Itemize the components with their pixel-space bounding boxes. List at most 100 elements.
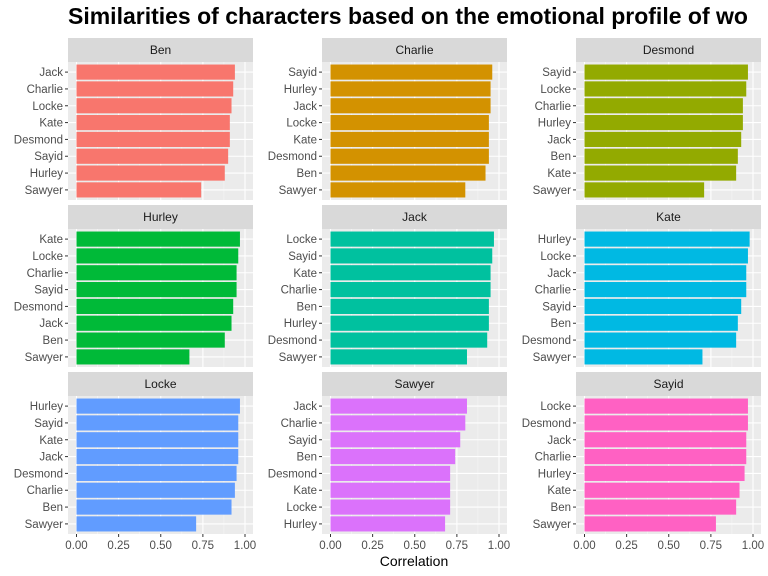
y-tick-label-sawyer-kate: Kate [293,485,317,497]
x-tick-label: 0.75 [192,540,214,552]
bar-charlie-jack [330,98,491,114]
panel-title-sawyer: Sawyer [394,377,434,391]
bar-sawyer-desmond [330,465,451,481]
y-tick-label-kate-hurley: Hurley [538,234,571,246]
bar-sayid-ben [584,499,737,515]
y-tick-label-ben-hurley: Hurley [30,168,63,180]
x-tick-label: 0.00 [573,540,595,552]
bar-jack-ben [330,298,489,314]
bar-desmond-sawyer [584,182,705,198]
bar-charlie-sayid [330,64,493,80]
bar-charlie-sawyer [330,182,466,198]
y-tick-label-sayid-kate: Kate [547,485,571,497]
y-tick-label-charlie-ben: Ben [297,168,317,180]
y-tick-label-jack-ben: Ben [297,301,317,313]
bar-kate-locke [584,248,748,264]
y-tick-label-desmond-locke: Locke [540,84,571,96]
bar-jack-locke [330,231,494,247]
y-tick-label-ben-kate: Kate [39,118,63,130]
chart-title: Similarities of characters based on the … [68,3,748,29]
bar-jack-sawyer [330,349,467,365]
bar-sawyer-sayid [330,432,461,448]
bar-charlie-desmond [330,148,489,164]
y-tick-label-charlie-desmond: Desmond [268,151,317,163]
y-tick-label-sayid-locke: Locke [540,401,571,413]
panel-strip-sawyer [322,372,507,396]
bar-hurley-locke [76,248,239,264]
panel-strip-kate [576,205,761,229]
panel-title-hurley: Hurley [143,210,178,224]
x-tick-label: 1.00 [488,540,510,552]
bar-desmond-charlie [584,98,743,114]
y-tick-label-sayid-sawyer: Sawyer [533,519,572,531]
bar-ben-locke [76,98,232,114]
y-tick-label-sayid-charlie: Charlie [535,452,571,464]
x-axis-label: Correlation [380,553,448,569]
y-tick-label-hurley-ben: Ben [43,335,63,347]
y-tick-label-hurley-charlie: Charlie [27,268,63,280]
y-tick-label-jack-desmond: Desmond [268,335,317,347]
x-tick-label: 0.50 [150,540,172,552]
bar-charlie-ben [330,165,486,181]
y-tick-label-sayid-desmond: Desmond [522,418,571,430]
bar-sawyer-locke [330,499,451,515]
bar-desmond-ben [584,148,738,164]
panel-strip-hurley [68,205,253,229]
y-tick-label-desmond-hurley: Hurley [538,118,571,130]
panel-title-jack: Jack [402,210,428,224]
bar-jack-kate [330,265,491,281]
bar-sawyer-kate [330,482,451,498]
bar-ben-sawyer [76,182,202,198]
bar-kate-hurley [584,231,750,247]
panel-strip-desmond [576,38,761,62]
panel-title-desmond: Desmond [643,43,694,57]
y-tick-label-desmond-jack: Jack [547,134,571,146]
y-tick-label-charlie-jack: Jack [293,101,317,113]
y-tick-label-ben-locke: Locke [32,101,63,113]
y-tick-label-sawyer-locke: Locke [286,502,317,514]
x-tick-label: 0.25 [361,540,383,552]
bar-charlie-kate [330,131,489,147]
y-tick-label-locke-kate: Kate [39,435,63,447]
bar-jack-hurley [330,315,489,331]
bar-ben-desmond [76,131,230,147]
panel-title-kate: Kate [656,210,681,224]
x-tick-label: 0.25 [107,540,129,552]
bar-locke-desmond [76,465,237,481]
y-tick-label-jack-locke: Locke [286,234,317,246]
panel-strip-locke [68,372,253,396]
panel-title-locke: Locke [144,377,176,391]
bar-locke-kate [76,432,239,448]
y-tick-label-ben-jack: Jack [39,67,63,79]
bar-ben-jack [76,64,235,80]
y-tick-label-desmond-sawyer: Sawyer [533,185,572,197]
y-tick-label-hurley-sayid: Sayid [34,285,63,297]
bar-locke-sawyer [76,516,197,532]
y-tick-label-ben-sawyer: Sawyer [25,185,64,197]
panel-title-ben: Ben [150,43,171,57]
bar-jack-desmond [330,332,488,348]
bar-sayid-hurley [584,465,745,481]
y-tick-label-ben-desmond: Desmond [14,134,63,146]
panel-strip-ben [68,38,253,62]
bar-hurley-desmond [76,298,234,314]
bar-sawyer-hurley [330,516,446,532]
y-tick-label-hurley-desmond: Desmond [14,301,63,313]
bar-sawyer-jack [330,398,467,414]
y-tick-label-kate-jack: Jack [547,268,571,280]
x-tick-label: 0.75 [446,540,468,552]
bar-kate-desmond [584,332,737,348]
y-tick-label-desmond-kate: Kate [547,168,571,180]
y-tick-label-hurley-jack: Jack [39,318,63,330]
bar-sayid-locke [584,398,748,414]
y-tick-label-sayid-hurley: Hurley [538,468,571,480]
y-tick-label-ben-sayid: Sayid [34,151,63,163]
bar-hurley-sayid [76,282,237,298]
y-tick-label-sawyer-hurley: Hurley [284,519,317,531]
bar-hurley-kate [76,231,240,247]
bar-sawyer-charlie [330,415,466,431]
y-tick-label-kate-ben: Ben [551,318,571,330]
y-tick-label-desmond-charlie: Charlie [535,101,571,113]
y-tick-label-kate-sawyer: Sawyer [533,352,572,364]
bar-locke-sayid [76,415,239,431]
